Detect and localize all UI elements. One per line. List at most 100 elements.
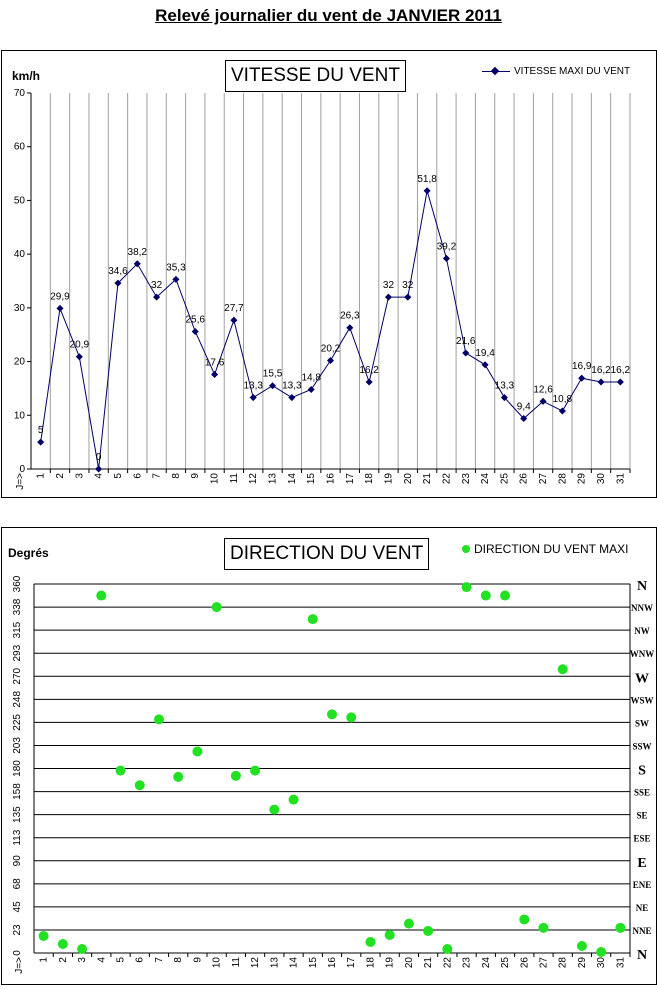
speed-point (404, 293, 412, 301)
direction-compass-label: ESE (633, 834, 650, 844)
speed-data-label: 16,9 (572, 361, 592, 372)
speed-point (133, 260, 141, 268)
direction-point (115, 765, 126, 776)
speed-data-label: 26,3 (340, 311, 360, 322)
direction-y-tick-label: 315 (12, 621, 23, 638)
speed-point (462, 349, 470, 357)
dot-marker-icon (462, 545, 470, 553)
speed-data-label: 32 (402, 280, 414, 291)
direction-y-tick-label: 23 (12, 924, 23, 936)
direction-x-tick-label: 28 (558, 957, 569, 969)
speed-unit-label: km/h (12, 69, 41, 83)
direction-y-tick-label: 203 (12, 737, 23, 754)
direction-y-tick-label: 293 (12, 644, 23, 661)
direction-x-tick-label: 25 (500, 957, 511, 969)
direction-x-tick-label: 23 (462, 957, 473, 969)
speed-x-tick-label: 25 (499, 473, 510, 485)
direction-x-tick-label: 13 (269, 957, 280, 969)
speed-chart-panel: 0 10 20 30 40 50 60 70 1 2 3 4 5 6 7 8 9 10 11 12 13 14 15 16 17… (1, 50, 657, 498)
direction-y-tick-label: 270 (12, 667, 23, 684)
speed-chart-title: VITESSE DU VENT (225, 60, 406, 92)
speed-data-label: 35,3 (166, 262, 186, 273)
speed-x-tick-label: 23 (461, 473, 472, 485)
speed-x-tick-label: 29 (577, 473, 588, 485)
speed-data-label: 27,7 (224, 303, 244, 314)
speed-data-label: 19,4 (475, 348, 495, 359)
speed-x-tick-label: 8 (171, 473, 182, 479)
speed-point (423, 187, 431, 195)
speed-x-tick-label: 10 (210, 473, 221, 485)
speed-point (288, 394, 296, 402)
direction-y-tick-label: 113 (12, 829, 23, 845)
speed-y-tick-label: 20 (14, 357, 26, 368)
direction-point (230, 770, 241, 781)
speed-point (172, 275, 180, 283)
speed-x-tick-label: 1 (36, 473, 47, 479)
direction-x-tick-label: 3 (77, 957, 88, 963)
speed-data-label: 51,8 (417, 174, 437, 185)
speed-data-label: 16,2 (359, 365, 379, 376)
speed-point (365, 378, 373, 386)
speed-x-tick-label: 5 (113, 473, 124, 479)
direction-x-tick-label: 31 (615, 957, 626, 969)
speed-x-tick-label: 13 (268, 473, 279, 485)
direction-x-tick-label: 2 (58, 957, 69, 963)
speed-y-tick-label: 30 (14, 303, 26, 314)
page-title: Relevé journalier du vent de JANVIER 201… (155, 6, 502, 25)
direction-x-tick-label: 8 (173, 957, 184, 963)
speed-data-label: 17,6 (205, 357, 225, 368)
direction-x-tick-label: 14 (289, 957, 300, 969)
speed-data-label: 32 (383, 280, 395, 291)
speed-x-tick-label: 27 (538, 473, 549, 485)
direction-compass-label: W (635, 671, 649, 686)
speed-point (578, 374, 586, 382)
direction-x-tick-label: 26 (519, 957, 530, 969)
direction-point (403, 918, 414, 929)
direction-y-tick-label: 248 (12, 691, 23, 708)
direction-x-tick-label: 29 (577, 957, 588, 969)
direction-point (500, 590, 511, 601)
speed-x-tick-label: 31 (615, 473, 626, 485)
speed-point (500, 394, 508, 402)
direction-point (423, 925, 434, 936)
direction-x-tick-label: 6 (135, 957, 146, 963)
direction-x-tick-label: 30 (596, 957, 607, 969)
speed-data-label: 0 (96, 452, 102, 463)
speed-x-tick-label: 3 (74, 473, 85, 479)
speed-x-tick-label: 11 (229, 473, 240, 484)
speed-data-label: 25,6 (186, 314, 206, 325)
direction-compass-label: N (637, 948, 647, 963)
speed-data-label: 38,2 (128, 247, 148, 258)
direction-x-tick-label: 1 (39, 957, 50, 963)
speed-y-tick-label: 60 (14, 142, 26, 153)
direction-compass-label: ENE (633, 880, 652, 890)
speed-point (153, 293, 161, 301)
speed-legend: VITESSE MAXI DU VENT (482, 66, 630, 77)
direction-legend: DIRECTION DU VENT MAXI (462, 542, 628, 556)
speed-point (442, 254, 450, 262)
speed-x-tick-label: 17 (345, 473, 356, 485)
speed-data-label: 12,6 (533, 384, 553, 395)
speed-point (211, 370, 219, 378)
speed-point (268, 382, 277, 390)
direction-x-tick-label: 7 (154, 957, 165, 963)
speed-x-tick-label: 22 (441, 473, 452, 485)
direction-x-axis-prefix: J=> (14, 957, 25, 974)
direction-point (269, 804, 280, 815)
direction-compass-label: NW (634, 626, 650, 636)
speed-x-tick-label: 26 (519, 473, 530, 485)
direction-y-tick-label: 135 (12, 806, 23, 823)
speed-data-label: 16,2 (591, 365, 611, 376)
line-marker-icon (482, 67, 510, 77)
speed-y-tick-label: 10 (14, 410, 26, 421)
direction-y-tick-label: 90 (12, 855, 23, 867)
speed-x-tick-label: 18 (364, 473, 375, 485)
speed-x-axis-prefix: J=> (15, 473, 26, 490)
direction-x-tick-label: 4 (96, 957, 107, 963)
direction-unit-label: Degrés (8, 546, 49, 560)
direction-x-tick-label: 27 (538, 957, 549, 969)
direction-x-tick-label: 21 (423, 957, 434, 969)
speed-data-label: 16,2 (611, 365, 631, 376)
